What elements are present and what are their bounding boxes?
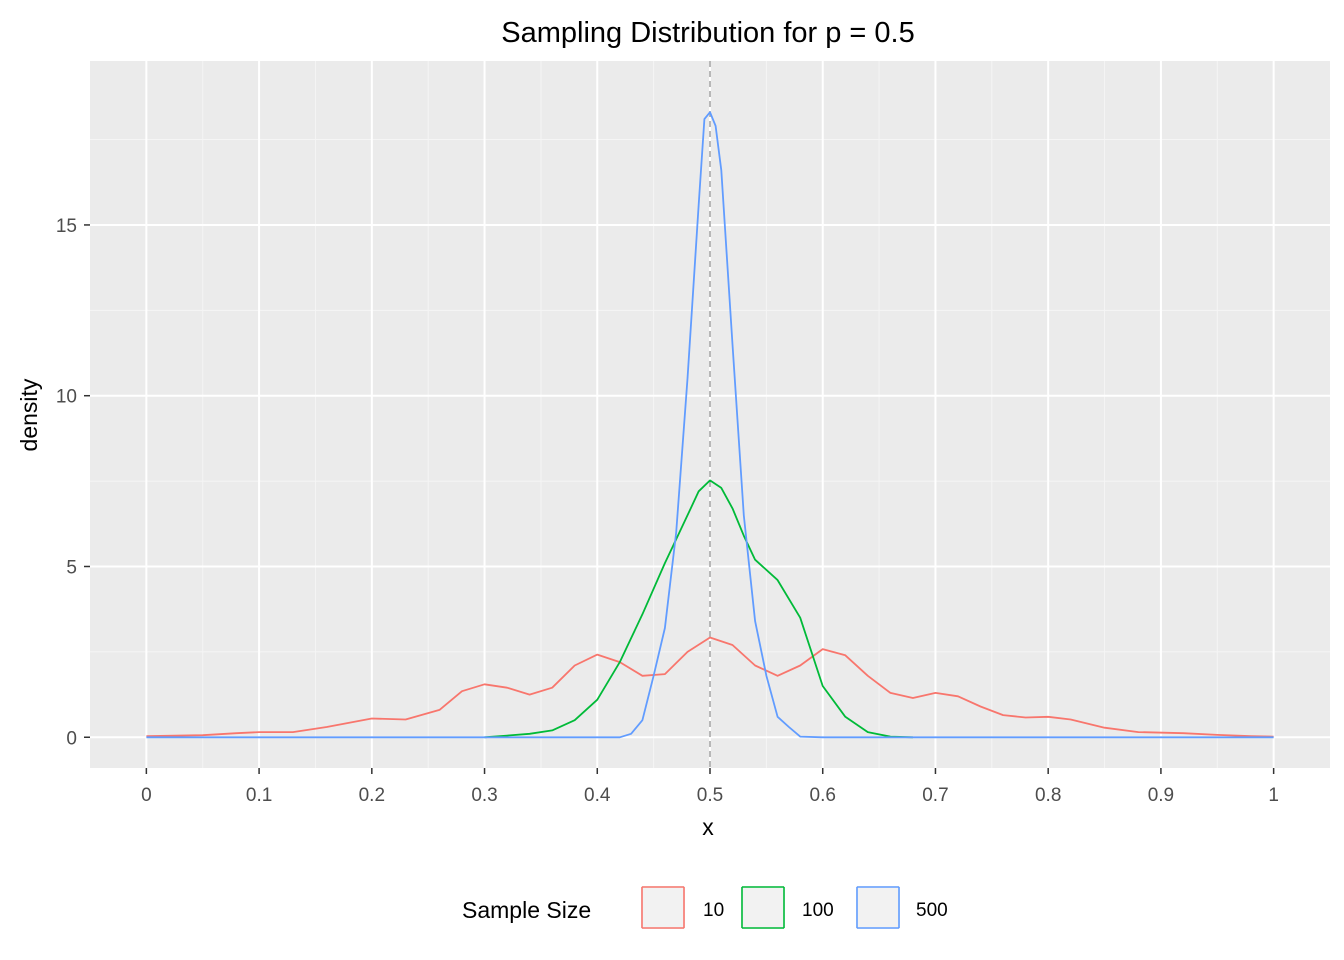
- series-line-100: [484, 479, 913, 739]
- x-tick-label: 0.3: [471, 785, 497, 806]
- y-tick-label: 0: [66, 728, 77, 749]
- x-tick-label: 1: [1268, 785, 1279, 806]
- chart-title: Sampling Distribution for p = 0.5: [501, 17, 914, 49]
- legend-label-500: 500: [916, 900, 948, 921]
- x-tick-label: 0.1: [246, 785, 272, 806]
- series-layer: [146, 111, 1274, 739]
- x-tick-label: 0: [141, 785, 152, 806]
- legend-label-10: 10: [703, 900, 724, 921]
- y-axis: 0 5 10 15: [56, 216, 90, 749]
- y-tick-label: 5: [66, 557, 77, 578]
- x-tick-label: 0.7: [922, 785, 948, 806]
- series-line-10: [146, 636, 1274, 738]
- x-tick-label: 0.2: [359, 785, 385, 806]
- x-axis: 0 0.1 0.2 0.3 0.4 0.5 0.6 0.7 0.8 0.9 1: [141, 768, 1279, 806]
- x-tick-label: 0.4: [584, 785, 611, 806]
- y-tick-label: 15: [56, 216, 77, 237]
- legend-label-100: 100: [802, 900, 834, 921]
- x-tick-label: 0.9: [1148, 785, 1174, 806]
- y-axis-title: density: [16, 378, 42, 451]
- x-tick-label: 0.6: [810, 785, 836, 806]
- x-axis-title: x: [702, 814, 714, 840]
- x-tick-label: 0.8: [1035, 785, 1061, 806]
- x-tick-label: 0.5: [697, 785, 723, 806]
- y-tick-label: 10: [56, 387, 77, 408]
- legend-key-10: [641, 886, 685, 929]
- series-line-500: [146, 111, 1274, 739]
- legend: Sample Size 10 100 500: [462, 886, 948, 929]
- legend-title: Sample Size: [462, 897, 591, 923]
- legend-key-100: [741, 886, 785, 929]
- legend-key-500: [856, 886, 900, 929]
